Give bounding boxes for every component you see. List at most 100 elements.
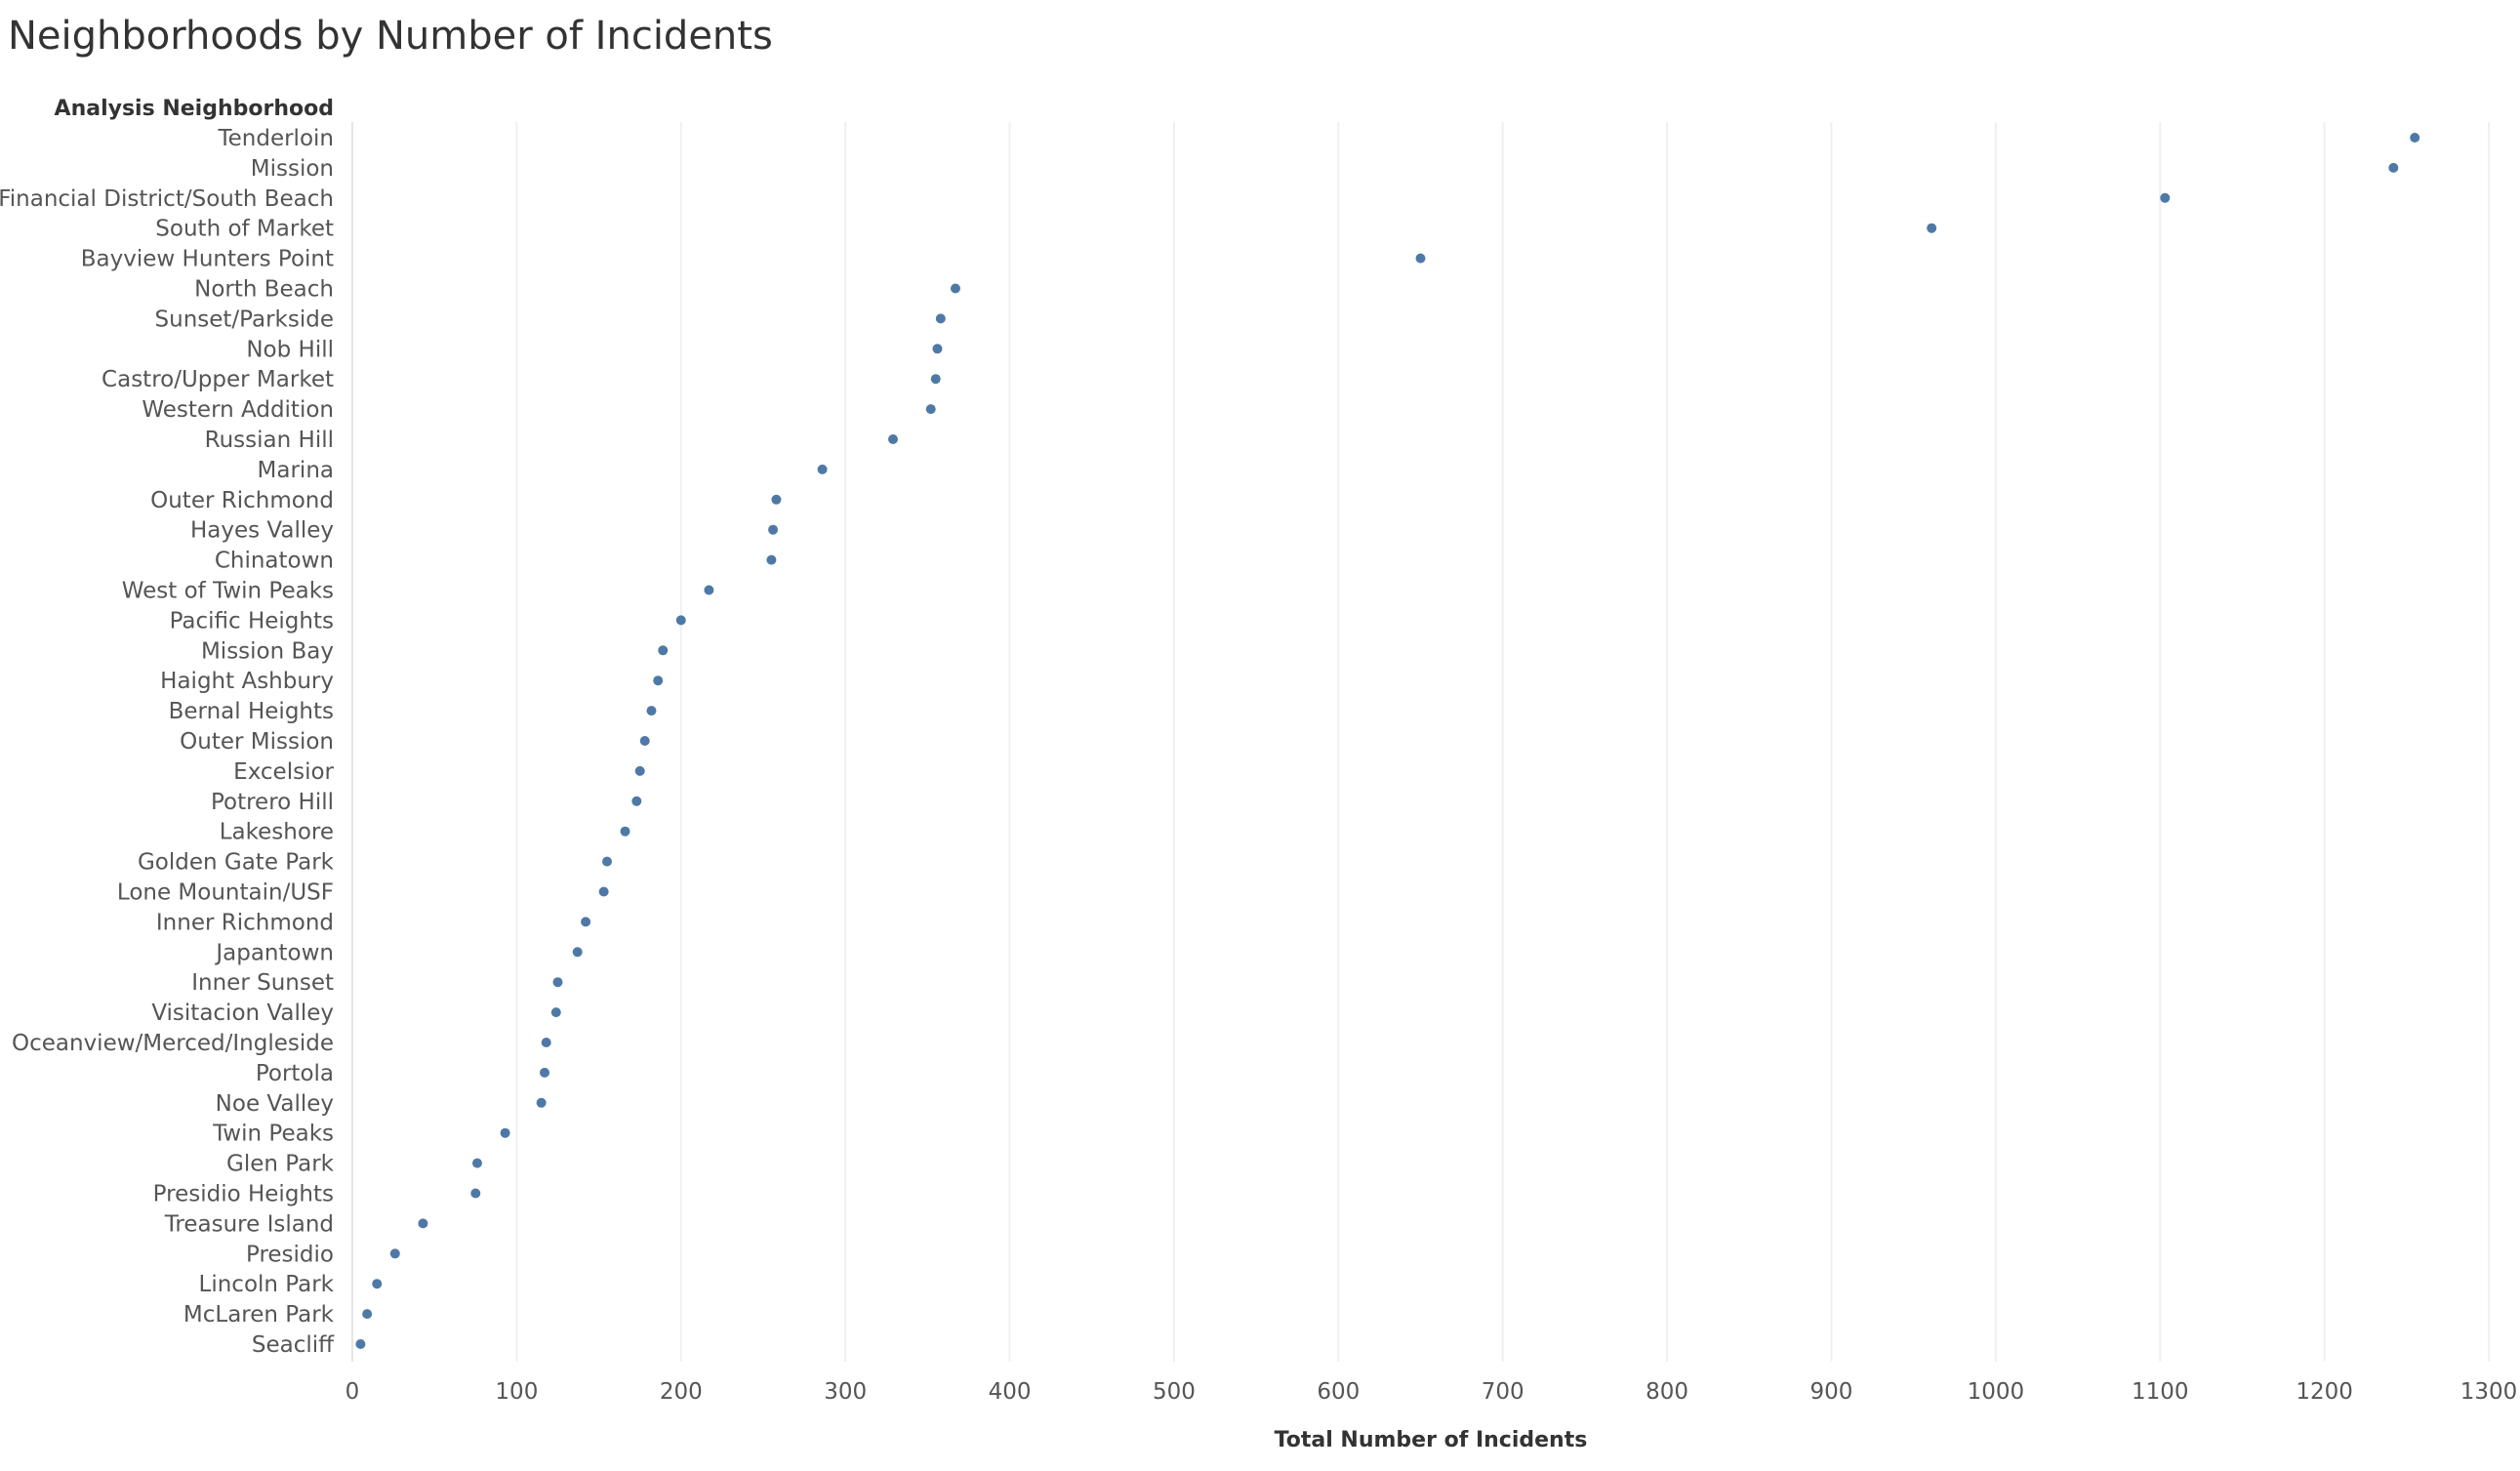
x-tick-label: 400 xyxy=(989,1379,1032,1405)
data-point[interactable] xyxy=(817,464,828,474)
category-label: Oceanview/Merced/Ingleside xyxy=(12,1031,334,1056)
category-label: Potrero Hill xyxy=(211,790,334,815)
data-point[interactable] xyxy=(768,524,779,535)
data-point[interactable] xyxy=(935,313,946,324)
category-label: South of Market xyxy=(155,217,334,242)
x-tick-label: 300 xyxy=(824,1379,867,1405)
x-tick-label: 1200 xyxy=(2296,1379,2353,1405)
data-point[interactable] xyxy=(653,675,664,686)
data-point[interactable] xyxy=(704,585,714,595)
data-point[interactable] xyxy=(500,1127,510,1138)
category-label: Mission Bay xyxy=(201,638,334,664)
data-point[interactable] xyxy=(887,434,898,444)
data-point[interactable] xyxy=(675,615,686,626)
category-label: Japantown xyxy=(214,940,334,965)
category-label: Haight Ashbury xyxy=(160,669,334,694)
data-point[interactable] xyxy=(362,1309,373,1320)
x-tick-label: 1000 xyxy=(1968,1379,2025,1405)
data-point[interactable] xyxy=(372,1279,383,1289)
data-point[interactable] xyxy=(2410,133,2420,143)
data-point[interactable] xyxy=(470,1188,481,1199)
data-point[interactable] xyxy=(930,374,941,385)
data-point[interactable] xyxy=(2388,162,2399,173)
category-label: Mission xyxy=(251,156,334,182)
x-tick-label: 100 xyxy=(495,1379,538,1405)
category-label: Bayview Hunters Point xyxy=(81,247,334,272)
data-point[interactable] xyxy=(540,1067,550,1078)
data-point[interactable] xyxy=(925,404,936,415)
category-label: Marina xyxy=(258,458,334,483)
category-label: Twin Peaks xyxy=(212,1122,334,1147)
data-point[interactable] xyxy=(766,554,777,565)
category-label: Glen Park xyxy=(226,1152,335,1177)
x-tick-label: 500 xyxy=(1153,1379,1196,1405)
data-point[interactable] xyxy=(950,283,960,294)
category-label: Inner Richmond xyxy=(156,910,334,935)
data-point[interactable] xyxy=(598,886,609,897)
category-label: Treasure Island xyxy=(164,1211,334,1237)
category-label: Lincoln Park xyxy=(199,1272,335,1297)
data-point[interactable] xyxy=(355,1339,366,1349)
data-point[interactable] xyxy=(541,1038,551,1047)
x-axis-ticks: 0 100 200 300 400 500 600 700 800 900 1000 1100 1200… xyxy=(345,1379,2518,1405)
category-label: Outer Richmond xyxy=(150,488,334,513)
data-point[interactable] xyxy=(639,736,650,746)
category-label: Lakeshore xyxy=(220,820,334,845)
category-labels: Tenderloin Mission Financial District/Sout… xyxy=(0,126,335,1358)
data-point[interactable] xyxy=(471,1158,482,1168)
category-label: Hayes Valley xyxy=(190,518,334,544)
x-tick-label: 200 xyxy=(660,1379,703,1405)
category-label: West of Twin Peaks xyxy=(122,579,334,604)
data-point[interactable] xyxy=(1415,253,1426,264)
category-label: Castro/Upper Market xyxy=(102,367,334,392)
data-point[interactable] xyxy=(536,1097,547,1108)
category-label: McLaren Park xyxy=(183,1302,335,1328)
data-point[interactable] xyxy=(418,1218,428,1229)
category-label: North Beach xyxy=(194,277,334,303)
x-tick-label: 1100 xyxy=(2132,1379,2189,1405)
data-point[interactable] xyxy=(552,977,563,988)
category-label: Sunset/Parkside xyxy=(155,306,334,332)
data-point[interactable] xyxy=(634,765,645,776)
category-label: Visitacion Valley xyxy=(151,1001,334,1026)
data-point[interactable] xyxy=(581,917,591,927)
x-tick-label: 600 xyxy=(1317,1379,1360,1405)
category-label: Presidio xyxy=(246,1242,334,1267)
row-header: Analysis Neighborhood xyxy=(55,97,334,121)
category-label: Bernal Heights xyxy=(169,699,334,724)
x-tick-label: 1300 xyxy=(2460,1379,2518,1405)
x-tick-label: 900 xyxy=(1810,1379,1853,1405)
category-label: Tenderloin xyxy=(217,126,334,151)
category-label: Chinatown xyxy=(215,549,334,574)
x-tick-label: 700 xyxy=(1482,1379,1524,1405)
grid-lines xyxy=(351,122,2490,1362)
category-label: Russian Hill xyxy=(205,428,334,453)
category-label: Financial District/South Beach xyxy=(0,186,334,212)
category-label: Golden Gate Park xyxy=(138,850,335,876)
category-label: Presidio Heights xyxy=(153,1182,334,1207)
category-label: Inner Sunset xyxy=(191,970,334,996)
category-label: Western Addition xyxy=(142,397,334,423)
data-point[interactable] xyxy=(389,1248,400,1259)
x-tick-label: 800 xyxy=(1646,1379,1688,1405)
data-point[interactable] xyxy=(771,494,782,505)
data-point[interactable] xyxy=(2160,192,2171,203)
x-tick-label: 0 xyxy=(345,1379,360,1405)
category-label: Lone Mountain/USF xyxy=(117,880,334,906)
chart-title: Neighborhoods by Number of Incidents xyxy=(8,14,773,59)
x-axis-title: Total Number of Incidents xyxy=(1275,1428,1588,1452)
data-point[interactable] xyxy=(658,645,669,656)
data-point[interactable] xyxy=(1927,223,1937,233)
data-point[interactable] xyxy=(572,947,583,958)
data-point[interactable] xyxy=(601,856,612,867)
category-label: Portola xyxy=(256,1061,334,1086)
category-label: Pacific Heights xyxy=(170,608,334,633)
data-points xyxy=(355,133,2420,1349)
data-point[interactable] xyxy=(646,706,657,716)
data-point[interactable] xyxy=(620,826,630,837)
data-point[interactable] xyxy=(932,344,943,354)
data-point[interactable] xyxy=(631,796,642,806)
category-label: Noe Valley xyxy=(216,1091,334,1117)
data-point[interactable] xyxy=(550,1007,561,1018)
